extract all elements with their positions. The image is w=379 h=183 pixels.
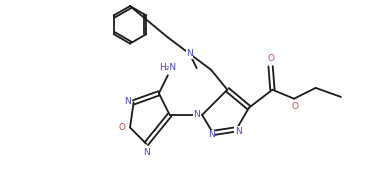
Text: O: O: [119, 123, 126, 132]
Text: H₂N: H₂N: [159, 63, 177, 72]
Text: N: N: [124, 97, 131, 106]
Text: O: O: [291, 102, 298, 111]
Text: N: N: [208, 130, 215, 139]
Text: O: O: [267, 54, 274, 63]
Text: N: N: [186, 49, 193, 58]
Text: N: N: [194, 110, 200, 119]
Text: N: N: [235, 127, 241, 136]
Text: N: N: [143, 148, 150, 157]
